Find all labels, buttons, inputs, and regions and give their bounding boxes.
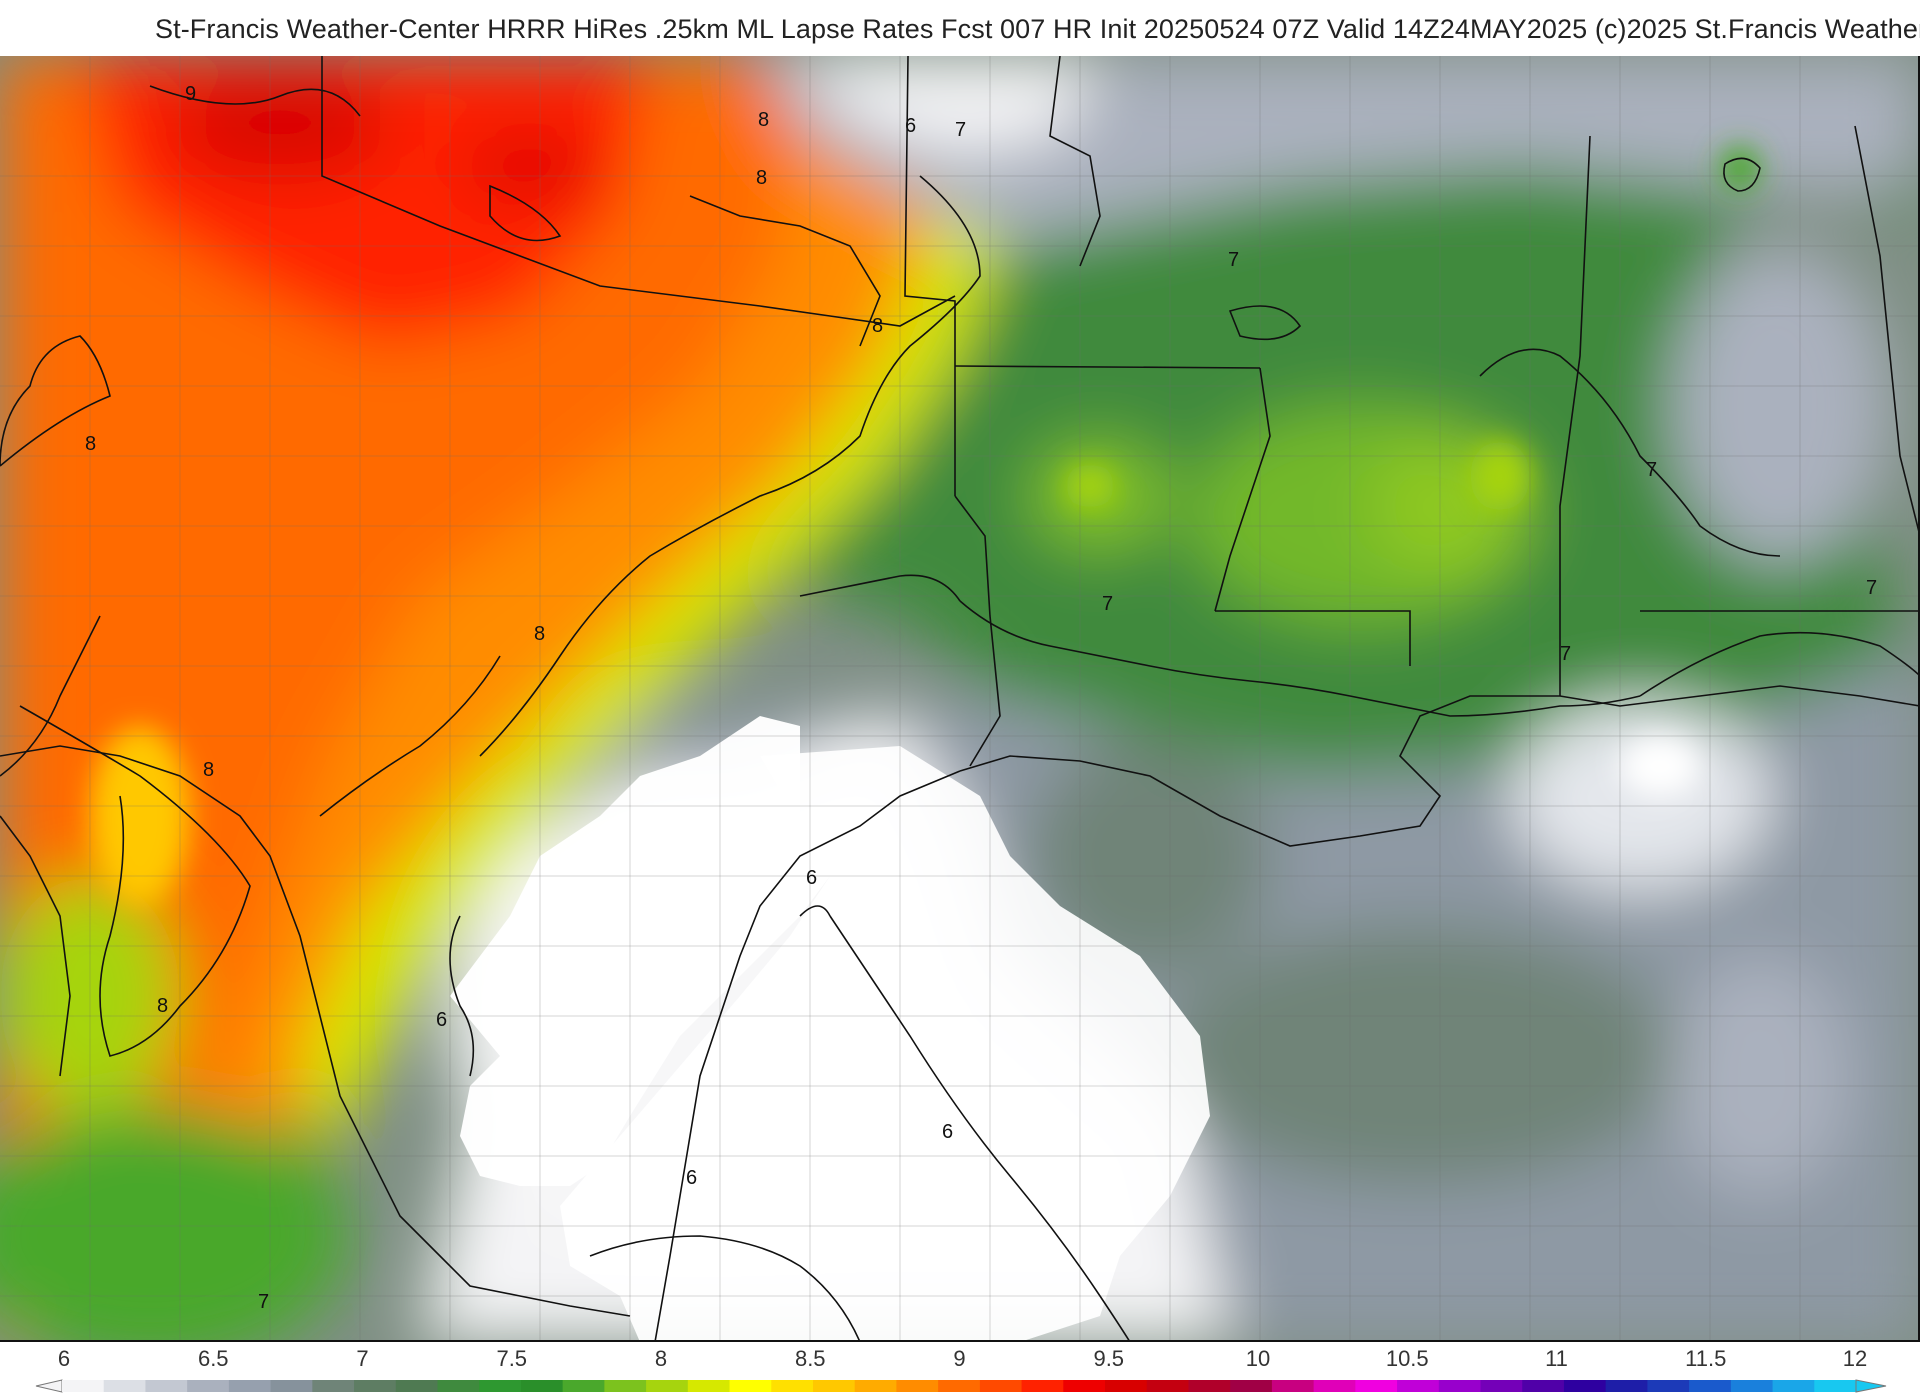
contour-label-7-top: 8: [758, 109, 769, 131]
lapse-rate-contours: [0, 85, 1918, 1340]
colorbar-swatch: [646, 1380, 689, 1392]
contour-label-8-west: 8: [85, 433, 96, 455]
state-borders: [0, 56, 1918, 1340]
colorbar-tick-label: 7: [356, 1346, 369, 1371]
county-grid: [0, 56, 1918, 1340]
colorbar-swatch: [1313, 1380, 1356, 1392]
colorbar-max-arrow: [1855, 1379, 1887, 1393]
map-title: St-Francis Weather-Center HRRR HiRes .25…: [155, 14, 1920, 44]
colorbar-tick-label: 6: [57, 1346, 71, 1371]
contour-label-7-la: 7: [1102, 593, 1113, 615]
colorbar-swatch: [1271, 1380, 1315, 1392]
colorbar-swatch: [1438, 1380, 1482, 1392]
colorbar-swatch: [145, 1380, 188, 1392]
colorbar-swatch: [1146, 1380, 1190, 1392]
colorbar-swatch: [62, 1380, 105, 1392]
colorbar-swatch: [1772, 1380, 1815, 1392]
colorbar-swatch: [312, 1380, 355, 1392]
colorbar-swatch: [395, 1380, 439, 1392]
colorbar-swatch: [1480, 1380, 1523, 1392]
contour-label-7-al: 7: [1646, 459, 1657, 481]
contour-label-8-ne: 8: [872, 315, 883, 337]
colorbar-swatch: [1563, 1380, 1607, 1392]
colorbar-swatch: [771, 1380, 814, 1392]
contour-label-7-ar: 7: [1228, 249, 1239, 271]
colorbar-swatch: [228, 1380, 272, 1392]
colorbar-swatch: [812, 1380, 856, 1392]
contour-label-7-ms: 7: [1560, 643, 1571, 665]
lapse-rate-field: [0, 56, 1918, 1340]
colorbar-swatch: [1021, 1380, 1064, 1392]
colorbar-swatch: [854, 1380, 898, 1392]
colorbar-tick-label: 10: [1245, 1346, 1271, 1371]
contour-label-6-tx: 6: [436, 1009, 447, 1031]
colorbar-min-arrow: [35, 1379, 63, 1393]
colorbar-swatch: [1814, 1380, 1857, 1392]
contour-label-9: 9: [185, 83, 196, 105]
contour-label-7-sw: 7: [258, 1291, 269, 1313]
colorbar-swatch: [1397, 1380, 1440, 1392]
contour-label-6-north: 6: [905, 115, 916, 137]
colorbar-swatch: [1647, 1380, 1690, 1392]
contour-label-8-sw: 8: [203, 759, 214, 781]
colorbar-swatch: [520, 1380, 564, 1392]
colorbar-tick-label: 9.5: [1093, 1346, 1125, 1371]
colorbar-swatch: [1730, 1380, 1774, 1392]
contour-label-6-coast: 6: [806, 867, 817, 889]
colorbar-swatch: [938, 1380, 981, 1392]
colorbar-tick-label: 8: [654, 1346, 668, 1371]
colorbar-swatch: [979, 1380, 1023, 1392]
contour-label-6-gulf: 6: [942, 1121, 953, 1143]
colorbar-tick-label: 11.5: [1685, 1346, 1727, 1371]
weather-map[interactable]: 9 8 8 8 8 8 8 8 7 7 7 7 7 7 7 6 6 6 6 6: [0, 56, 1920, 1342]
contour-label-6-south: 6: [686, 1167, 697, 1189]
colorbar-swatch: [1063, 1380, 1106, 1392]
colorbar-tick-label: 10.5: [1385, 1346, 1429, 1371]
contour-label-8-north: 8: [756, 167, 767, 189]
colorbar-swatch: [187, 1380, 230, 1392]
colorbar-tick-label: 6.5: [197, 1346, 229, 1371]
colorbar-swatch: [354, 1380, 397, 1392]
colorbar-tick-label: 12: [1842, 1346, 1868, 1371]
contour-label-7-east: 7: [1866, 577, 1877, 599]
colorbar-ramp: [35, 1379, 1887, 1393]
colorbar-tick-label: 11: [1545, 1346, 1568, 1371]
colorbar-tick-label: 7.5: [496, 1346, 528, 1371]
contour-labels: 9 8 8 8 8 8 8 8 7 7 7 7 7 7 7 6 6 6 6 6: [85, 83, 1877, 1313]
colorbar-swatch: [1355, 1380, 1398, 1392]
contour-label-7-top2: 7: [955, 119, 966, 141]
map-canvas: 9 8 8 8 8 8 8 8 7 7 7 7 7 7 7 6 6 6 6 6: [0, 56, 1918, 1340]
colorbar-swatch: [437, 1380, 480, 1392]
colorbar-swatch: [562, 1380, 605, 1392]
contour-label-8-central: 8: [534, 623, 545, 645]
colorbar-swatch: [1188, 1380, 1231, 1392]
colorbar-swatch: [729, 1380, 772, 1392]
colorbar: 6 6.5 7 7.5 8 8.5 9 9.5 10 10.5 11 11.5 12: [0, 1342, 1920, 1400]
colorbar-swatch: [479, 1380, 522, 1392]
colorbar-tick-label: 8.5: [794, 1346, 826, 1371]
colorbar-swatch: [687, 1380, 731, 1392]
colorbar-tick-label: 9: [953, 1346, 966, 1371]
colorbar-swatch: [1689, 1380, 1732, 1392]
colorbar-swatch: [1105, 1380, 1148, 1392]
colorbar-swatch: [1230, 1380, 1273, 1392]
colorbar-swatch: [896, 1380, 939, 1392]
colorbar-swatch: [604, 1380, 647, 1392]
colorbar-swatch: [270, 1380, 313, 1392]
colorbar-swatch: [1605, 1380, 1648, 1392]
title-bar: St-Francis Weather-Center HRRR HiRes .25…: [0, 0, 1920, 56]
colorbar-swatch: [1522, 1380, 1565, 1392]
contour-label-8-south: 8: [157, 995, 168, 1017]
colorbar-swatch: [103, 1380, 147, 1392]
